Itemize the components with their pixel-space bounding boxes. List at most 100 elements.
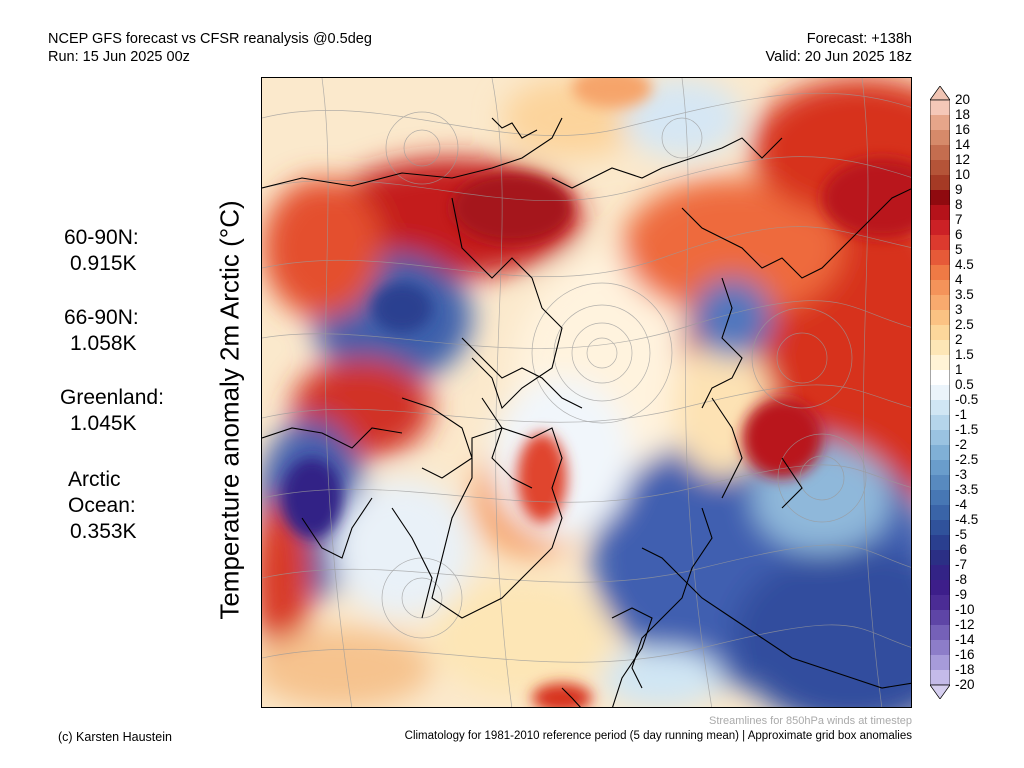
colorbar-tick-label: -8 (955, 572, 968, 587)
valid-time: Valid: 20 Jun 2025 18z (765, 49, 912, 65)
colorbar-tick-label: 6 (955, 227, 963, 242)
colorbar-cell (930, 565, 950, 581)
colorbar-tick-label: -2.5 (955, 452, 979, 467)
colorbar-over-triangle (930, 86, 950, 101)
stat-60-90n: 60-90N: 0.915K (64, 225, 139, 277)
colorbar-cell (930, 595, 950, 611)
coastlines (262, 117, 911, 707)
colorbar-cell (930, 520, 950, 536)
colorbar-tick-label: 5 (955, 242, 963, 257)
colorbar-tick-label: -2 (955, 437, 968, 452)
colorbar-cell (930, 400, 950, 416)
stat-value: 1.045K (70, 412, 137, 435)
colorbar-tick-label: -3 (955, 467, 968, 482)
colorbar-cell (930, 190, 950, 206)
colorbar-cell (930, 655, 950, 671)
colorbar-tick-label: 4.5 (955, 257, 974, 272)
colorbar-under-triangle (930, 684, 950, 699)
stat-66-90n: 66-90N: 1.058K (64, 305, 139, 357)
colorbar-cell (930, 505, 950, 521)
colorbar-tick-label: -1 (955, 407, 968, 422)
colorbar-tick-label: 20 (955, 92, 971, 107)
colorbar-cells (930, 99, 950, 686)
colorbar-cell (930, 160, 950, 176)
colorbar-cell (930, 445, 950, 461)
colorbar-tick-label: 10 (955, 167, 971, 182)
anomaly-details (282, 78, 911, 707)
header-left: NCEP GFS forecast vs CFSR reanalysis @0.… (48, 30, 372, 66)
colorbar-cell (930, 625, 950, 641)
colorbar-tick-label: -5 (955, 527, 968, 542)
run-time: Run: 15 Jun 2025 00z (48, 49, 190, 65)
colorbar-cell (930, 235, 950, 251)
colorbar-cell (930, 250, 950, 266)
colorbar-cell (930, 130, 950, 146)
stat-label: 60-90N: (64, 226, 139, 249)
colorbar-cell (930, 550, 950, 566)
colorbar-cell (930, 325, 950, 341)
colorbar-cell (930, 295, 950, 311)
colorbar-cell (930, 340, 950, 356)
colorbar-tick-label: 3 (955, 302, 963, 317)
stat-label: Greenland: (60, 386, 164, 409)
streamlines (262, 78, 911, 707)
stat-value: 1.058K (70, 332, 137, 355)
colorbar-cell (930, 490, 950, 506)
climatology-note: Climatology for 1981-2010 reference peri… (404, 730, 912, 742)
colorbar-cell (930, 385, 950, 401)
colorbar-tick-label: -18 (955, 662, 975, 677)
colorbar-cell (930, 415, 950, 431)
header-right: Forecast: +138h Valid: 20 Jun 2025 18z (766, 30, 912, 66)
colorbar (930, 86, 950, 699)
streamline-note: Streamlines for 850hPa winds at timestep (709, 715, 912, 727)
stat-value: 0.353K (70, 520, 137, 543)
colorbar-tick-label: 12 (955, 152, 971, 167)
colorbar-cell (930, 175, 950, 191)
colorbar-tick-label: 1 (955, 362, 963, 377)
chart-title: NCEP GFS forecast vs CFSR reanalysis @0.… (48, 31, 372, 47)
colorbar-cell (930, 265, 950, 281)
colorbar-cell (930, 430, 950, 446)
colorbar-tick-label: -7 (955, 557, 968, 572)
colorbar-tick-label: 7 (955, 212, 963, 227)
colorbar-cell (930, 670, 950, 686)
stat-arctic-ocean: Arctic Ocean: 0.353K (68, 467, 137, 545)
colorbar-cell (930, 580, 950, 596)
colorbar-tick-label: 1.5 (955, 347, 974, 362)
colorbar-tick-label: -14 (955, 632, 975, 647)
colorbar-tick-label: -0.5 (955, 392, 979, 407)
colorbar-tick-label: -9 (955, 587, 968, 602)
colorbar-cell (930, 115, 950, 131)
colorbar-tick-label: 18 (955, 107, 971, 122)
colorbar-tick-label: -12 (955, 617, 975, 632)
colorbar-tick-label: -16 (955, 647, 975, 662)
colorbar-cell (930, 205, 950, 221)
credit: (c) Karsten Haustein (58, 730, 172, 744)
colorbar-cell (930, 370, 950, 386)
colorbar-cell (930, 310, 950, 326)
stat-greenland: Greenland: 1.045K (60, 385, 164, 437)
vertical-axis-label-text: Temperature anomaly 2m Arctic (°C) (214, 200, 245, 620)
colorbar-cell (930, 460, 950, 476)
colorbar-cell (930, 280, 950, 296)
colorbar-tick-label: 8 (955, 197, 963, 212)
colorbar-tick-label: 16 (955, 122, 971, 137)
anomaly-map[interactable] (261, 77, 912, 708)
colorbar-tick-label: 4 (955, 272, 963, 287)
colorbar-cell (930, 475, 950, 491)
colorbar-tick-label: 2.5 (955, 317, 974, 332)
colorbar-cell (930, 610, 950, 626)
stat-label: 66-90N: (64, 306, 139, 329)
colorbar-tick-label: -1.5 (955, 422, 979, 437)
colorbar-tick-label: 3.5 (955, 287, 974, 302)
stat-label-line2: Ocean: (68, 494, 136, 517)
colorbar-tick-label: -4.5 (955, 512, 979, 527)
stat-value: 0.915K (70, 252, 137, 275)
colorbar-cell (930, 220, 950, 236)
colorbar-tick-label: 9 (955, 182, 963, 197)
colorbar-tick-label: -20 (955, 677, 975, 692)
colorbar-tick-label: 2 (955, 332, 963, 347)
colorbar-cell (930, 145, 950, 161)
anomaly-field (262, 78, 911, 707)
colorbar-cell (930, 535, 950, 551)
